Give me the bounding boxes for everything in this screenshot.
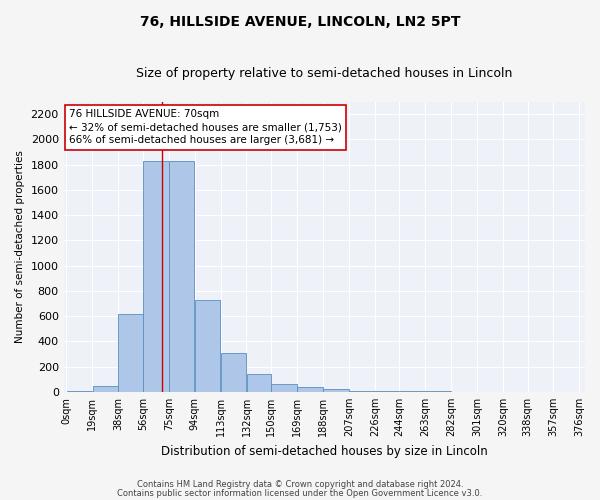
Bar [323,390,349,392]
Bar [195,300,220,392]
Bar [118,314,143,392]
Y-axis label: Number of semi-detached properties: Number of semi-detached properties [15,150,25,343]
Bar [169,161,194,392]
Bar [349,390,374,392]
Bar [271,384,297,392]
Bar [297,387,323,392]
Text: Contains public sector information licensed under the Open Government Licence v3: Contains public sector information licen… [118,488,482,498]
Bar [247,374,271,392]
Text: 76, HILLSIDE AVENUE, LINCOLN, LN2 5PT: 76, HILLSIDE AVENUE, LINCOLN, LN2 5PT [140,15,460,29]
Text: 76 HILLSIDE AVENUE: 70sqm
← 32% of semi-detached houses are smaller (1,753)
66% : 76 HILLSIDE AVENUE: 70sqm ← 32% of semi-… [69,109,342,146]
Text: Contains HM Land Registry data © Crown copyright and database right 2024.: Contains HM Land Registry data © Crown c… [137,480,463,489]
X-axis label: Distribution of semi-detached houses by size in Lincoln: Distribution of semi-detached houses by … [161,444,488,458]
Bar [221,353,246,392]
Title: Size of property relative to semi-detached houses in Lincoln: Size of property relative to semi-detach… [136,66,512,80]
Bar [92,386,118,392]
Bar [143,161,169,392]
